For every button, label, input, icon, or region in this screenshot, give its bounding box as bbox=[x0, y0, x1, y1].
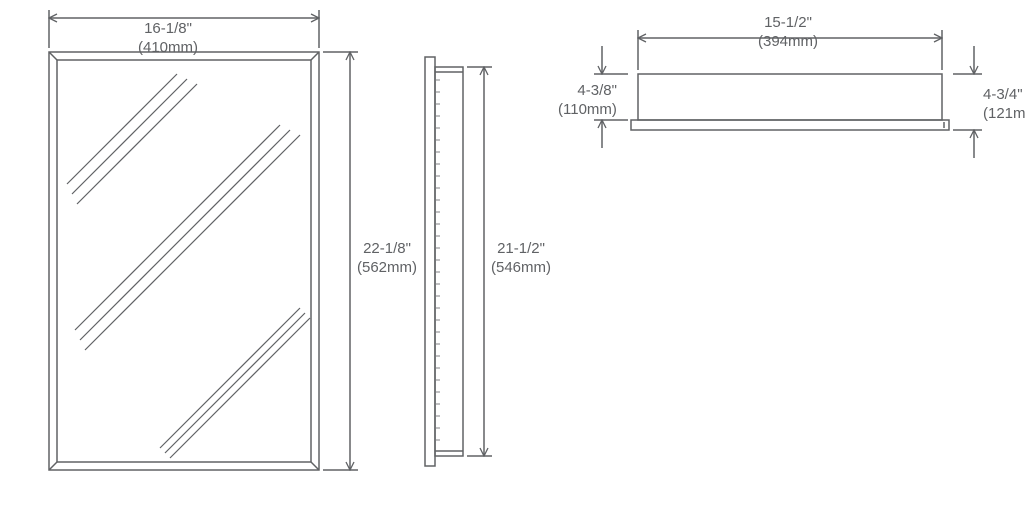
label-side-height: 21-1/2" (546mm) bbox=[491, 240, 551, 278]
label-top-width: 15-1/2" (394mm) bbox=[758, 14, 818, 52]
dim-top-right-height bbox=[953, 46, 982, 158]
dim-side-height bbox=[467, 67, 492, 456]
front-view bbox=[49, 52, 319, 470]
label-front-width: 16-1/8" (410mm) bbox=[138, 20, 198, 58]
top-view bbox=[631, 74, 949, 130]
label-top-left: 4-3/8" (110mm) bbox=[558, 82, 617, 120]
side-view bbox=[425, 57, 463, 466]
label-top-right: 4-3/4" (121mm) bbox=[983, 86, 1025, 124]
dim-front-height bbox=[323, 52, 358, 470]
label-front-height: 22-1/8" (562mm) bbox=[357, 240, 417, 278]
